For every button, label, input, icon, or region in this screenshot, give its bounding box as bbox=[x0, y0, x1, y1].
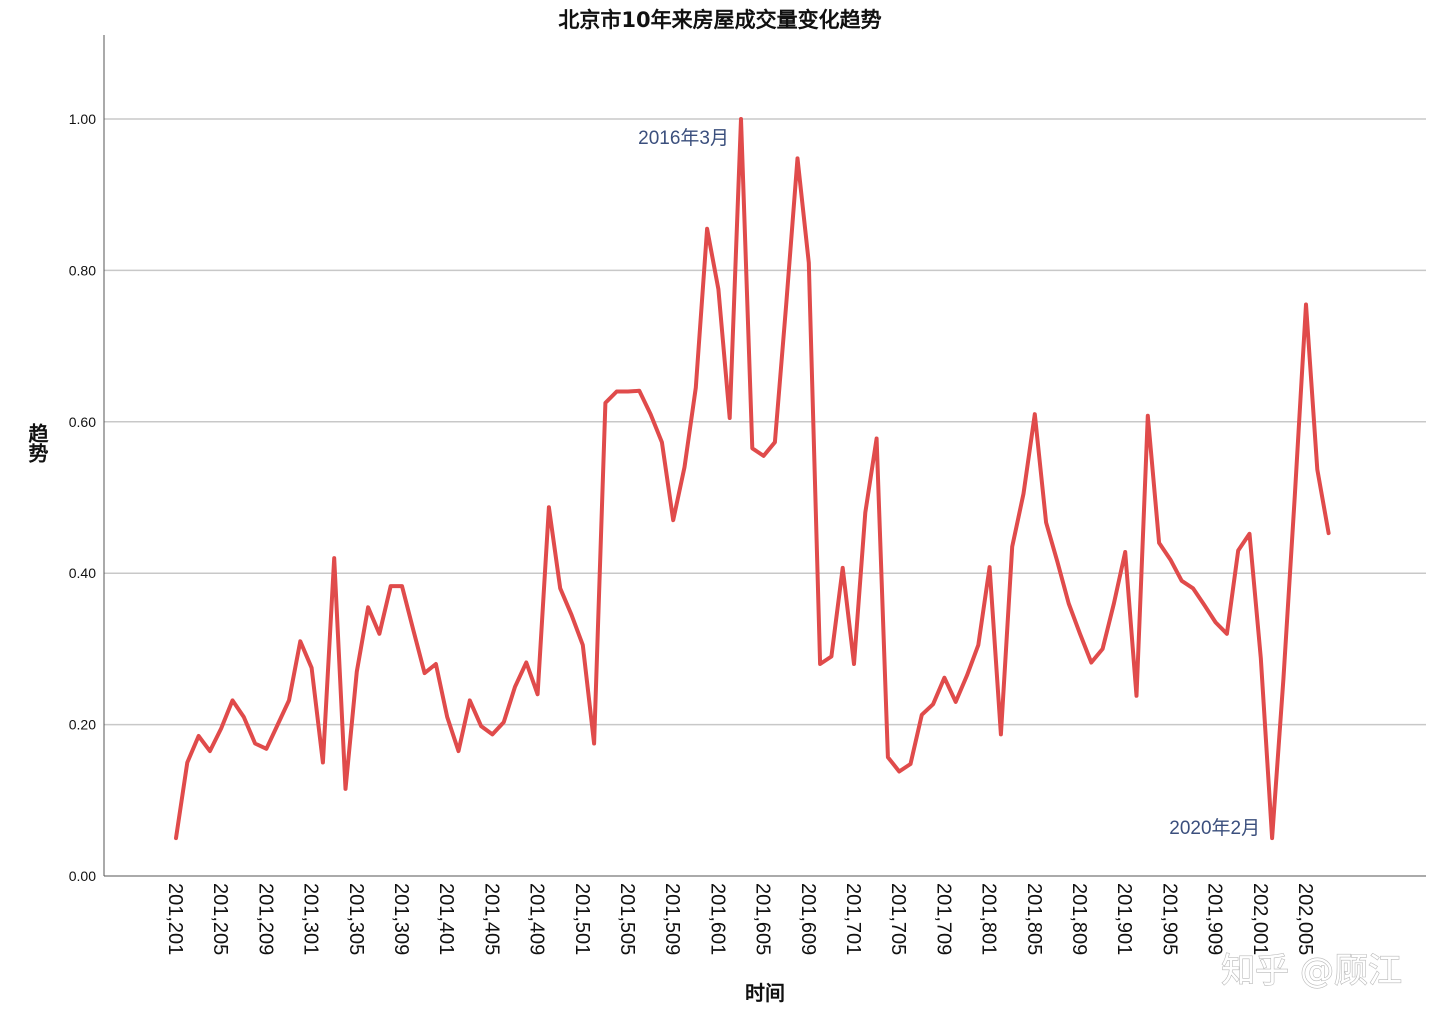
y-tick-label: 0.00 bbox=[69, 868, 96, 884]
x-axis-label: 时间 bbox=[745, 981, 785, 1005]
y-axis-ticks: 0.00 0.20 0.40 0.60 0.80 1.00 bbox=[69, 111, 96, 884]
x-tick-label: 201,401 bbox=[435, 883, 457, 955]
y-tick-label: 0.80 bbox=[69, 262, 96, 278]
x-tick-label: 201,205 bbox=[209, 883, 231, 955]
x-tick-label: 201,301 bbox=[300, 883, 322, 955]
annotations: 2016年3月 2020年2月 bbox=[638, 127, 1260, 839]
x-tick-label: 201,409 bbox=[526, 883, 548, 955]
x-tick-label: 201,605 bbox=[752, 883, 774, 955]
x-tick-label: 201,809 bbox=[1068, 883, 1090, 955]
x-tick-label: 202,001 bbox=[1249, 883, 1271, 955]
x-tick-label: 201,209 bbox=[254, 883, 276, 955]
x-tick-label: 201,801 bbox=[978, 883, 1000, 955]
series-line bbox=[174, 117, 1331, 841]
x-tick-label: 201,509 bbox=[661, 883, 683, 955]
x-tick-label: 201,309 bbox=[390, 883, 412, 955]
y-tick-label: 0.40 bbox=[69, 565, 96, 581]
x-tick-label: 201,901 bbox=[1113, 883, 1135, 955]
annotation-label: 2016年3月 bbox=[638, 127, 729, 149]
y-tick-label: 0.20 bbox=[69, 717, 96, 733]
x-tick-label: 201,705 bbox=[887, 883, 909, 955]
x-axis-ticks: 201,201 201,205 201,209 201,301 201,305 201,3… bbox=[164, 883, 1316, 955]
x-tick-label: 201,609 bbox=[797, 883, 819, 955]
y-axis-label: 趋势 bbox=[25, 422, 49, 464]
x-tick-label: 201,405 bbox=[480, 883, 502, 955]
x-tick-label: 201,805 bbox=[1023, 883, 1045, 955]
y-tick-label: 0.60 bbox=[69, 414, 96, 430]
x-tick-label: 201,505 bbox=[616, 883, 638, 955]
x-tick-label: 201,709 bbox=[932, 883, 954, 955]
x-tick-label: 201,201 bbox=[164, 883, 186, 955]
chart-title: 北京市10年来房屋成交量变化趋势 bbox=[558, 8, 881, 32]
x-tick-label: 201,501 bbox=[571, 883, 593, 955]
annotation-label: 2020年2月 bbox=[1169, 817, 1260, 839]
gridlines bbox=[104, 118, 1426, 726]
x-tick-label: 201,909 bbox=[1204, 883, 1226, 955]
watermark: 知乎 @顾江 bbox=[1221, 951, 1402, 991]
x-tick-label: 201,305 bbox=[345, 883, 367, 955]
x-tick-label: 201,601 bbox=[706, 883, 728, 955]
x-tick-label: 201,701 bbox=[842, 883, 864, 955]
y-tick-label: 1.00 bbox=[69, 111, 96, 127]
x-tick-label: 202,005 bbox=[1294, 883, 1316, 955]
x-tick-label: 201,905 bbox=[1158, 883, 1180, 955]
